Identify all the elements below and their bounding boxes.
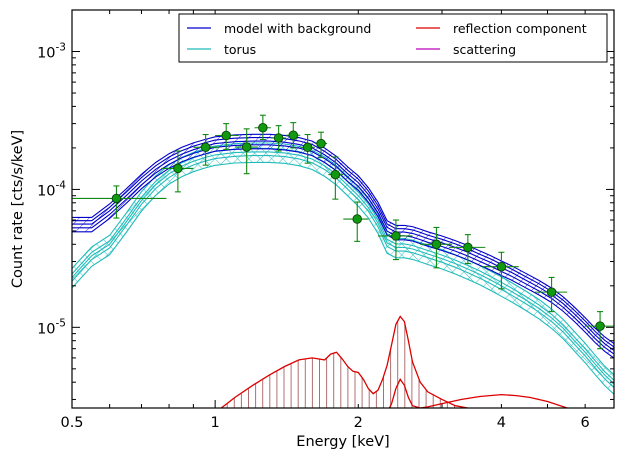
legend-label-1: reflection component — [453, 21, 587, 36]
x-tick-label-2: 2 — [354, 415, 363, 431]
data-point-marker — [200, 142, 211, 153]
legend-label-2: torus — [224, 42, 256, 57]
data-point-marker — [273, 133, 284, 143]
data-point-6 — [270, 125, 287, 152]
x-tick-label-0: 0.5 — [60, 415, 83, 431]
reflection-curve-0 — [220, 315, 471, 408]
data-point-14 — [448, 234, 486, 265]
model-line-4 — [72, 133, 614, 345]
axis-labels: 0.5 1 2 4 6 10-5 10-4 10-3 — [37, 42, 590, 431]
data-point-3 — [215, 123, 239, 150]
data-point-marker — [258, 123, 268, 133]
reflection-curve-1 — [388, 378, 568, 408]
data-point-9 — [314, 131, 328, 159]
model-line-0 — [72, 148, 614, 359]
torus-line-3 — [72, 147, 614, 381]
data-point-0 — [72, 185, 167, 219]
data-point-4 — [234, 128, 258, 175]
model-line-3 — [72, 137, 614, 348]
data-point-marker — [595, 321, 605, 331]
data-point-marker — [546, 287, 557, 297]
data-point-marker — [391, 231, 401, 241]
x-tick-label-1: 1 — [211, 415, 220, 431]
data-point-11 — [343, 201, 369, 242]
data-point-17 — [585, 311, 614, 350]
y-tick-label-0: 10-5 — [37, 317, 66, 337]
model-line-2 — [72, 140, 614, 351]
data-point-12 — [377, 219, 413, 261]
plot-background — [72, 10, 614, 408]
y-tick-label-1: 10-4 — [37, 179, 66, 199]
legend-label-0: model with background — [224, 21, 371, 36]
legend-box — [178, 13, 608, 63]
data-point-marker — [288, 130, 299, 141]
data-point-marker — [431, 239, 442, 250]
data-point-2 — [193, 133, 220, 166]
torus-line-2 — [72, 151, 614, 385]
data-point-13 — [420, 226, 453, 269]
y-tick-label-2: 10-3 — [37, 42, 66, 62]
x-tick-label-4: 6 — [581, 415, 590, 431]
torus-line-0 — [72, 161, 614, 395]
legend: model with background reflection componen… — [178, 13, 608, 63]
data-point-marker — [221, 130, 231, 141]
data-point-marker — [241, 142, 252, 152]
data-point-marker — [111, 193, 122, 204]
data-point-15 — [482, 251, 519, 290]
data-point-10 — [328, 156, 344, 200]
data-point-marker — [173, 163, 183, 174]
plot-frame — [71, 9, 615, 409]
data-point-marker — [316, 138, 326, 149]
legend-label-3: scattering — [453, 42, 516, 57]
x-axis-label: Energy [keV] — [296, 434, 389, 450]
data-point-1 — [161, 150, 194, 193]
data-point-marker — [330, 169, 341, 180]
data-point-5 — [254, 114, 271, 141]
data-point-7 — [286, 122, 301, 149]
y-axis-label: Count rate [cts/s/keV] — [10, 130, 26, 288]
x-tick-label-3: 4 — [497, 415, 506, 431]
data-point-marker — [463, 242, 473, 253]
data-point-marker — [496, 261, 507, 272]
data-point-8 — [300, 133, 315, 164]
data-point-marker — [352, 214, 362, 224]
data-point-16 — [534, 276, 568, 313]
data-point-marker — [302, 142, 313, 153]
model-line-1 — [72, 144, 614, 355]
plot-area — [72, 114, 614, 408]
